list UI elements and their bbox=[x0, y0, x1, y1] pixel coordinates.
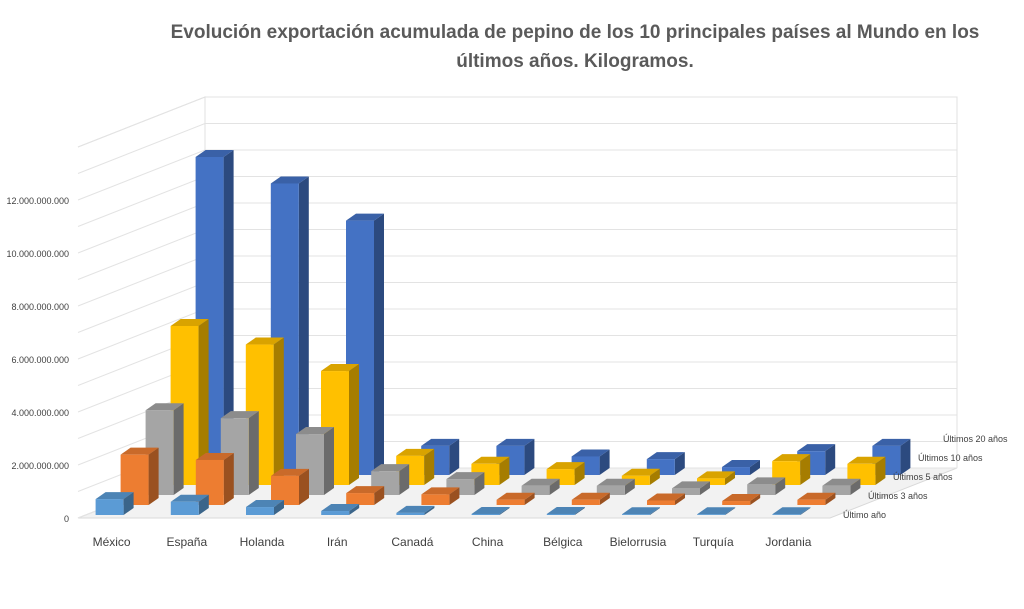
chart-bars bbox=[95, 150, 911, 515]
bar bbox=[747, 477, 786, 495]
category-label: Jordania bbox=[765, 535, 811, 549]
category-label: China bbox=[472, 535, 504, 549]
gridline bbox=[77, 123, 957, 174]
bar bbox=[346, 486, 385, 505]
bar bbox=[396, 505, 435, 515]
bar bbox=[647, 493, 685, 505]
bar bbox=[596, 478, 635, 495]
bar bbox=[271, 468, 309, 505]
category-label: Canadá bbox=[391, 535, 433, 549]
y-tick-label: 0 bbox=[64, 514, 69, 524]
series-label: Últimos 3 años bbox=[868, 491, 928, 501]
bar bbox=[797, 492, 836, 505]
bar bbox=[471, 506, 510, 515]
gridline bbox=[77, 149, 957, 201]
bar bbox=[646, 452, 685, 475]
category-label: España bbox=[166, 535, 207, 549]
y-tick-label: 6.000.000.000 bbox=[11, 355, 69, 365]
y-tick-label: 4.000.000.000 bbox=[11, 408, 69, 418]
category-label: Holanda bbox=[240, 535, 285, 549]
bar bbox=[270, 176, 309, 475]
bar bbox=[496, 492, 535, 505]
y-tick-label: 2.000.000.000 bbox=[11, 461, 69, 471]
bar bbox=[246, 500, 284, 515]
category-label: Turquía bbox=[693, 535, 734, 549]
bar bbox=[571, 492, 610, 505]
category-labels: México España Holanda Irán Canadá China Bélgic… bbox=[93, 535, 812, 549]
bar bbox=[722, 460, 760, 475]
bar bbox=[622, 507, 660, 515]
chart-title: Evolución exportación acumulada de pepin… bbox=[170, 22, 980, 72]
series-label: Últimos 10 años bbox=[918, 453, 983, 463]
bar bbox=[371, 464, 410, 495]
bar bbox=[697, 507, 736, 515]
bar bbox=[546, 506, 585, 515]
series-label: Últimos 20 años bbox=[943, 434, 1008, 444]
category-label: México bbox=[93, 535, 131, 549]
y-tick-label: 12.000.000.000 bbox=[6, 196, 69, 206]
bar bbox=[672, 481, 710, 495]
bar bbox=[145, 403, 184, 495]
series-label: Último año bbox=[843, 510, 886, 520]
y-tick-label: 8.000.000.000 bbox=[11, 302, 69, 312]
bar bbox=[621, 468, 660, 485]
category-label: Irán bbox=[327, 535, 348, 549]
y-tick-label: 10.000.000.000 bbox=[6, 249, 69, 259]
bar bbox=[421, 487, 460, 505]
bar bbox=[722, 494, 761, 505]
gridline bbox=[77, 96, 957, 148]
bar bbox=[772, 454, 811, 485]
bar bbox=[822, 478, 861, 495]
bar bbox=[296, 427, 334, 495]
bar bbox=[321, 504, 360, 515]
category-label: Bielorrusia bbox=[610, 535, 667, 549]
bar bbox=[772, 507, 811, 515]
category-label: Bélgica bbox=[543, 535, 583, 549]
bar bbox=[546, 462, 585, 485]
series-label: Últimos 5 años bbox=[893, 472, 953, 482]
bar bbox=[697, 471, 735, 485]
bar bbox=[95, 492, 134, 515]
bar bbox=[170, 494, 209, 515]
y-axis-tick-labels: 0 2.000.000.000 4.000.000.000 6.000.000.000… bbox=[6, 196, 69, 524]
bar bbox=[521, 478, 560, 495]
bar bbox=[496, 438, 535, 475]
series-labels: Último año Últimos 3 años Últimos 5 años Úl… bbox=[843, 434, 1008, 520]
